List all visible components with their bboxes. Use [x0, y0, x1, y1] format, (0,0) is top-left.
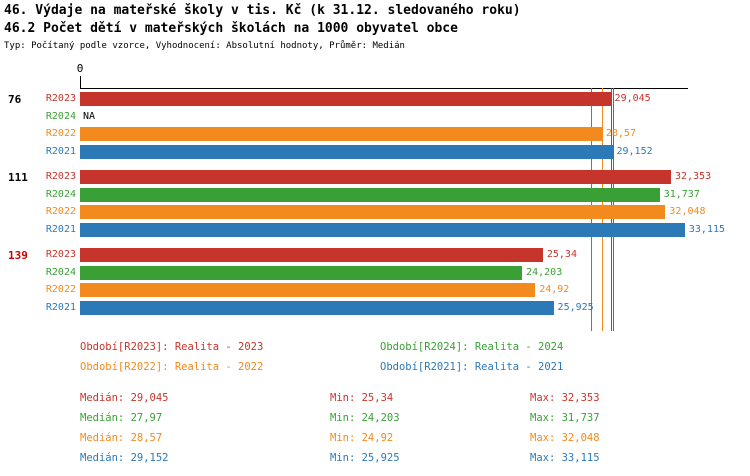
group-label: 76 — [8, 93, 22, 106]
value-label-r2024: 31,737 — [663, 188, 700, 200]
row-label-r2022: R2022 — [45, 206, 76, 217]
row-label-r2023: R2023 — [45, 249, 76, 260]
stat-min-r2022: Min: 24,92 — [330, 432, 394, 444]
row-label-r2021: R2021 — [45, 223, 76, 235]
stat-median-r2021: Medián: 29,152 — [80, 452, 169, 464]
value-label-r2021: 25,925 — [557, 301, 594, 313]
page-title-line1: 46. Výdaje na mateřské školy v tis. Kč (… — [4, 3, 521, 18]
page-title-line2: 46.2 Počet dětí v mateřských školách na … — [4, 21, 458, 36]
stat-min-r2023: Min: 25,34 — [330, 392, 394, 404]
legend-item-r2021: Období[R2021]: Realita - 2021 — [380, 361, 564, 373]
x-axis-line — [80, 88, 688, 89]
value-label-r2023: 32,353 — [674, 171, 712, 182]
value-label-r2024: 24,203 — [526, 266, 563, 278]
value-label-r2022: 24,92 — [539, 284, 570, 295]
chart-subtitle: Typ: Počítaný podle vzorce, Vyhodnocení:… — [4, 41, 405, 51]
row-label-r2024: R2024 — [45, 110, 76, 122]
group-label: 139 — [8, 249, 28, 262]
row-label-r2022: R2022 — [45, 284, 76, 295]
legend-item-r2024: Období[R2024]: Realita - 2024 — [380, 341, 564, 353]
bar-r2024 — [80, 265, 523, 280]
value-label-r2023: 25,34 — [546, 249, 577, 260]
x-axis-zero-label: 0 — [76, 62, 84, 75]
bar-r2022 — [80, 205, 666, 219]
stat-median-r2024: Medián: 27,97 — [80, 412, 163, 424]
stat-max-r2022: Max: 32,048 — [530, 432, 600, 444]
stat-max-r2024: Max: 31,737 — [530, 412, 600, 424]
bar-r2022 — [80, 283, 536, 297]
stat-median-r2022: Medián: 28,57 — [80, 432, 163, 444]
bar-r2023 — [80, 92, 611, 106]
row-label-r2022: R2022 — [45, 128, 76, 139]
value-label-r2021: 33,115 — [688, 223, 726, 235]
bar-r2021 — [80, 222, 685, 237]
row-label-r2023: R2023 — [45, 171, 76, 182]
group-label: 111 — [8, 171, 28, 184]
bar-r2022 — [80, 127, 602, 141]
x-axis-tick — [80, 76, 81, 88]
bar-r2021 — [80, 300, 554, 315]
stat-min-r2021: Min: 25,925 — [330, 452, 400, 464]
bar-r2023 — [80, 170, 671, 184]
row-label-r2023: R2023 — [45, 93, 76, 104]
value-label-r2022: 32,048 — [669, 206, 706, 217]
stat-min-r2024: Min: 24,203 — [330, 412, 400, 424]
legend-item-r2023: Období[R2023]: Realita - 2023 — [80, 341, 264, 353]
bar-r2024 — [80, 187, 660, 202]
value-label-r2022: 28,57 — [605, 128, 636, 139]
value-label-r2024: NA — [83, 110, 96, 122]
stat-median-r2023: Medián: 29,045 — [80, 392, 169, 404]
row-label-r2021: R2021 — [45, 145, 76, 157]
legend-item-r2022: Období[R2022]: Realita - 2022 — [80, 361, 264, 373]
stat-max-r2021: Max: 33,115 — [530, 452, 600, 464]
row-label-r2021: R2021 — [45, 301, 76, 313]
row-label-r2024: R2024 — [45, 188, 76, 200]
bar-r2021 — [80, 144, 613, 159]
bar-r2023 — [80, 248, 543, 262]
value-label-r2023: 29,045 — [614, 93, 651, 104]
row-label-r2024: R2024 — [45, 266, 76, 278]
value-label-r2021: 29,152 — [616, 145, 653, 157]
stat-max-r2023: Max: 32,353 — [530, 392, 600, 404]
